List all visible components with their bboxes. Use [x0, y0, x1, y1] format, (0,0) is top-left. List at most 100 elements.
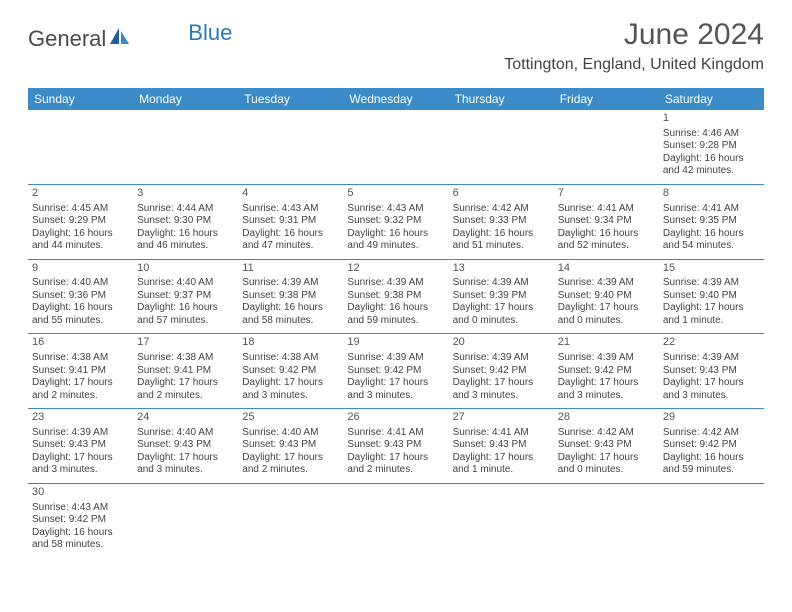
calendar-day-cell [554, 110, 659, 184]
day-number: 23 [32, 411, 129, 425]
calendar-day-cell: 15Sunrise: 4:39 AMSunset: 9:40 PMDayligh… [659, 259, 764, 334]
sunset-text: Sunset: 9:33 PM [453, 215, 550, 228]
daylight-text: Daylight: 17 hours and 1 minute. [663, 302, 760, 327]
sunset-text: Sunset: 9:38 PM [242, 290, 339, 303]
sunset-text: Sunset: 9:42 PM [347, 365, 444, 378]
day-number: 10 [137, 262, 234, 276]
sunset-text: Sunset: 9:29 PM [32, 215, 129, 228]
calendar-day-cell: 6Sunrise: 4:42 AMSunset: 9:33 PMDaylight… [449, 184, 554, 259]
calendar-day-cell: 3Sunrise: 4:44 AMSunset: 9:30 PMDaylight… [133, 184, 238, 259]
sunrise-text: Sunrise: 4:39 AM [453, 352, 550, 365]
sunset-text: Sunset: 9:37 PM [137, 290, 234, 303]
calendar-day-cell [659, 483, 764, 557]
sail-icon [110, 26, 130, 52]
sunrise-text: Sunrise: 4:39 AM [347, 352, 444, 365]
calendar-day-cell: 21 Sunrise: 4:39 AMSunset: 9:42 PMDayligh… [554, 334, 659, 409]
daylight-text: Daylight: 17 hours and 3 minutes. [347, 377, 444, 402]
calendar-day-cell [449, 110, 554, 184]
daylight-text: Daylight: 16 hours and 42 minutes. [663, 153, 760, 178]
weekday-header: Wednesday [343, 88, 448, 110]
calendar-day-cell [28, 110, 133, 184]
sunrise-text: Sunrise: 4:39 AM [558, 352, 655, 365]
calendar-header-row: SundayMondayTuesdayWednesdayThursdayFrid… [28, 88, 764, 110]
sunrise-text: Sunrise: 4:39 AM [663, 277, 760, 290]
sunset-text: Sunset: 9:43 PM [347, 439, 444, 452]
daylight-text: Daylight: 16 hours and 49 minutes. [347, 228, 444, 253]
title-block: June 2024 Tottington, England, United Ki… [504, 18, 764, 80]
brand-logo: General Blue [28, 18, 232, 52]
sunrise-text: Sunrise: 4:40 AM [137, 277, 234, 290]
day-number: 25 [242, 411, 339, 425]
day-number: 20 [453, 336, 550, 350]
calendar-day-cell: 7Sunrise: 4:41 AMSunset: 9:34 PMDaylight… [554, 184, 659, 259]
sunrise-text: Sunrise: 4:46 AM [663, 128, 760, 141]
day-number: 30 [32, 486, 129, 500]
sunset-text: Sunset: 9:43 PM [453, 439, 550, 452]
sunset-text: Sunset: 9:28 PM [663, 140, 760, 153]
sunset-text: Sunset: 9:42 PM [558, 365, 655, 378]
calendar-day-cell: 10Sunrise: 4:40 AMSunset: 9:37 PMDayligh… [133, 259, 238, 334]
sunset-text: Sunset: 9:41 PM [137, 365, 234, 378]
sunrise-text: Sunrise: 4:42 AM [663, 427, 760, 440]
weekday-header: Saturday [659, 88, 764, 110]
calendar-week-row: 23Sunrise: 4:39 AMSunset: 9:43 PMDayligh… [28, 409, 764, 484]
calendar-day-cell [133, 483, 238, 557]
day-number: 3 [137, 187, 234, 201]
sunrise-text: Sunrise: 4:41 AM [453, 427, 550, 440]
calendar-week-row: 16Sunrise: 4:38 AMSunset: 9:41 PMDayligh… [28, 334, 764, 409]
sunrise-text: Sunrise: 4:42 AM [453, 203, 550, 216]
calendar-day-cell: 16Sunrise: 4:38 AMSunset: 9:41 PMDayligh… [28, 334, 133, 409]
daylight-text: Daylight: 17 hours and 2 minutes. [137, 377, 234, 402]
sunrise-text: Sunrise: 4:45 AM [32, 203, 129, 216]
calendar-day-cell [343, 483, 448, 557]
calendar-week-row: 9Sunrise: 4:40 AMSunset: 9:36 PMDaylight… [28, 259, 764, 334]
sunset-text: Sunset: 9:43 PM [663, 365, 760, 378]
day-number: 9 [32, 262, 129, 276]
day-number: 7 [558, 187, 655, 201]
daylight-text: Daylight: 16 hours and 55 minutes. [32, 302, 129, 327]
calendar-week-row: 1 Sunrise: 4:46 AMSunset: 9:28 PMDaylight… [28, 110, 764, 184]
weekday-header: Thursday [449, 88, 554, 110]
calendar-day-cell: 17Sunrise: 4:38 AMSunset: 9:41 PMDayligh… [133, 334, 238, 409]
sunset-text: Sunset: 9:40 PM [663, 290, 760, 303]
sunset-text: Sunset: 9:35 PM [663, 215, 760, 228]
sunrise-text: Sunrise: 4:39 AM [347, 277, 444, 290]
brand-part2: Blue [188, 20, 232, 46]
day-number: 1 [663, 112, 760, 126]
day-number: 5 [347, 187, 444, 201]
day-number: 2 [32, 187, 129, 201]
daylight-text: Daylight: 17 hours and 3 minutes. [663, 377, 760, 402]
daylight-text: Daylight: 17 hours and 3 minutes. [137, 452, 234, 477]
calendar-day-cell: 29Sunrise: 4:42 AMSunset: 9:42 PMDayligh… [659, 409, 764, 484]
day-number: 14 [558, 262, 655, 276]
calendar-week-row: 2 Sunrise: 4:45 AMSunset: 9:29 PM Daylight… [28, 184, 764, 259]
daylight-text: Daylight: 17 hours and 3 minutes. [558, 377, 655, 402]
sunrise-text: Sunrise: 4:44 AM [137, 203, 234, 216]
sunset-text: Sunset: 9:30 PM [137, 215, 234, 228]
day-number: 26 [347, 411, 444, 425]
sunset-text: Sunset: 9:43 PM [137, 439, 234, 452]
daylight-text: Daylight: 16 hours and 57 minutes. [137, 302, 234, 327]
daylight-text: Daylight: 17 hours and 0 minutes. [558, 452, 655, 477]
calendar-day-cell: 19Sunrise: 4:39 AMSunset: 9:42 PMDayligh… [343, 334, 448, 409]
weekday-header: Monday [133, 88, 238, 110]
sunrise-text: Sunrise: 4:38 AM [137, 352, 234, 365]
daylight-text: Daylight: 17 hours and 3 minutes. [32, 452, 129, 477]
sunset-text: Sunset: 9:43 PM [32, 439, 129, 452]
sunset-text: Sunset: 9:42 PM [453, 365, 550, 378]
calendar-day-cell [554, 483, 659, 557]
daylight-text: Daylight: 17 hours and 2 minutes. [347, 452, 444, 477]
sunrise-text: Sunrise: 4:42 AM [558, 427, 655, 440]
sunrise-text: Sunrise: 4:39 AM [558, 277, 655, 290]
sunset-text: Sunset: 9:36 PM [32, 290, 129, 303]
day-number: 21 [558, 336, 655, 350]
sunrise-text: Sunrise: 4:43 AM [32, 502, 129, 515]
daylight-text: Daylight: 16 hours and 51 minutes. [453, 228, 550, 253]
calendar-day-cell: 24Sunrise: 4:40 AMSunset: 9:43 PMDayligh… [133, 409, 238, 484]
day-number: 16 [32, 336, 129, 350]
calendar-day-cell [449, 483, 554, 557]
day-number: 24 [137, 411, 234, 425]
sunset-text: Sunset: 9:42 PM [663, 439, 760, 452]
sunrise-text: Sunrise: 4:39 AM [453, 277, 550, 290]
calendar-day-cell: 22Sunrise: 4:39 AMSunset: 9:43 PMDayligh… [659, 334, 764, 409]
